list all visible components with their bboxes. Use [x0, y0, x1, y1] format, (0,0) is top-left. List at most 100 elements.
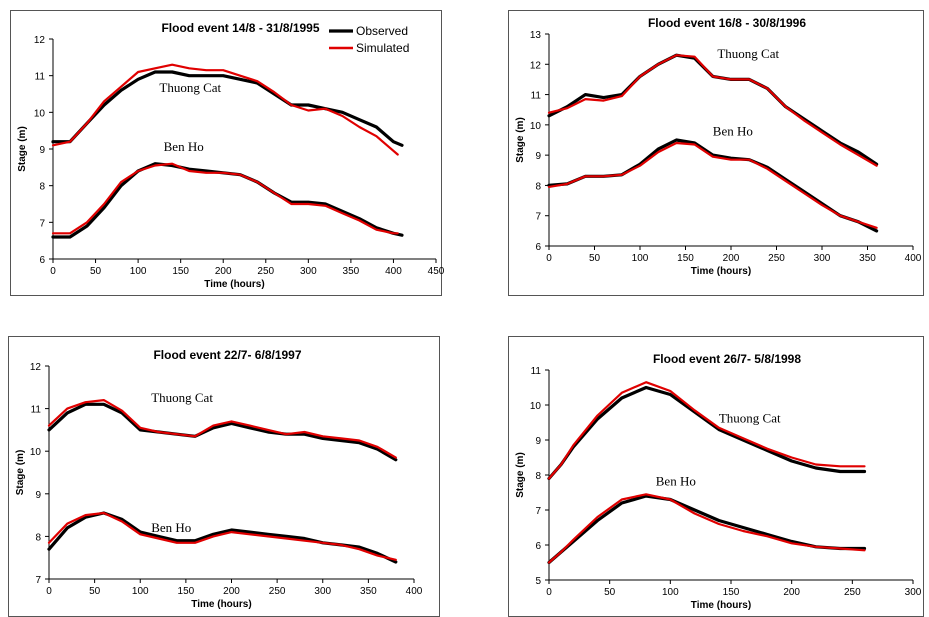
- x-tick-label: 200: [215, 266, 232, 277]
- chart-title: Flood event 16/8 - 30/8/1996: [648, 16, 806, 30]
- observed-line-ben-ho: [547, 494, 867, 565]
- legend-label: Observed: [356, 24, 408, 38]
- x-tick-label: 0: [46, 586, 52, 597]
- x-tick-label: 300: [314, 586, 331, 597]
- legend-label: Simulated: [356, 41, 409, 55]
- simulated-line-thuong-cat: [51, 63, 399, 156]
- simulated-line-thuong-cat: [47, 398, 397, 459]
- x-tick-label: 50: [604, 587, 616, 598]
- chart-panel-1995: Flood event 14/8 - 31/8/1995 6 7 8 9 10 11 12 0 5…: [10, 10, 445, 296]
- chart-svg: Flood event 14/8 - 31/8/1995 6 7 8 9 10 11 12 0 5…: [17, 21, 445, 290]
- simulated-line-ben-ho: [547, 141, 878, 229]
- x-tick-label: 50: [89, 586, 101, 597]
- y-tick-label: 10: [530, 121, 542, 132]
- chart-svg: Flood event 22/7- 6/8/1997 7 8 9 10 11 12 0 50 10…: [15, 348, 423, 610]
- y-tick-label: 13: [530, 30, 542, 41]
- station-label: Ben Ho: [713, 123, 753, 138]
- station-label: Thuong Cat: [151, 390, 213, 405]
- y-tick-label: 12: [30, 362, 42, 373]
- chart-title: Flood event 26/7- 5/8/1998: [653, 352, 801, 366]
- station-label: Thuong Cat: [719, 411, 781, 426]
- observed-line-thuong-cat: [47, 402, 398, 462]
- x-tick-label: 350: [859, 253, 876, 264]
- y-tick-label: 9: [39, 145, 45, 156]
- y-tick-label: 11: [531, 91, 542, 102]
- chart-panel-1997: Flood event 22/7- 6/8/1997 7 8 9 10 11 12 0 50 10…: [8, 336, 440, 617]
- y-tick-label: 10: [30, 447, 42, 458]
- station-label: Thuong Cat: [159, 80, 221, 95]
- x-tick-label: 50: [90, 266, 102, 277]
- chart-svg: Flood event 16/8 - 30/8/1996 6 7 8 9 10 11 12 13…: [515, 16, 922, 277]
- x-tick-label: 150: [677, 253, 694, 264]
- x-tick-label: 200: [723, 253, 740, 264]
- x-tick-label: 100: [130, 266, 147, 277]
- y-tick-label: 11: [31, 405, 42, 416]
- x-tick-label: 300: [300, 266, 317, 277]
- x-tick-label: 200: [783, 587, 800, 598]
- x-tick-label: 150: [172, 266, 189, 277]
- y-tick-label: 11: [531, 366, 542, 377]
- y-tick-label: 7: [39, 218, 45, 229]
- chart-panel-1996: Flood event 16/8 - 30/8/1996 6 7 8 9 10 11 12 13…: [508, 10, 924, 296]
- x-tick-label: 200: [223, 586, 240, 597]
- station-label: Ben Ho: [151, 520, 191, 535]
- x-axis-label: Time (hours): [204, 279, 264, 290]
- observed-line-thuong-cat: [547, 385, 867, 481]
- y-tick-label: 6: [535, 242, 541, 253]
- x-tick-label: 350: [343, 266, 360, 277]
- observed-line-ben-ho: [47, 511, 398, 564]
- observed-line-thuong-cat: [547, 53, 879, 166]
- x-tick-label: 400: [406, 586, 423, 597]
- x-axis-label: Time (hours): [191, 599, 251, 610]
- y-tick-label: 9: [35, 490, 41, 501]
- y-tick-label: 6: [535, 541, 541, 552]
- y-tick-label: 10: [530, 401, 542, 412]
- y-tick-label: 9: [535, 151, 541, 162]
- y-tick-label: 8: [535, 181, 541, 192]
- station-label: Ben Ho: [164, 139, 204, 154]
- x-tick-label: 400: [905, 253, 922, 264]
- y-tick-label: 8: [35, 532, 41, 543]
- x-tick-label: 400: [385, 266, 402, 277]
- chart-panel-1998: Flood event 26/7- 5/8/1998 5 6 7 8 9 10 11 0 50 10…: [508, 336, 924, 617]
- y-axis-label: Stage (m): [515, 452, 526, 498]
- simulated-line-ben-ho: [47, 511, 397, 561]
- simulated-line-ben-ho: [547, 493, 866, 564]
- x-tick-label: 150: [723, 587, 740, 598]
- x-tick-label: 0: [50, 266, 56, 277]
- simulated-line-thuong-cat: [547, 54, 878, 167]
- observed-line-ben-ho: [51, 162, 404, 239]
- x-tick-label: 50: [589, 253, 601, 264]
- y-axis-label: Stage (m): [17, 126, 28, 172]
- y-tick-label: 11: [35, 72, 46, 83]
- y-tick-label: 5: [535, 576, 541, 587]
- x-tick-label: 100: [662, 587, 679, 598]
- x-tick-label: 250: [768, 253, 785, 264]
- y-tick-label: 9: [535, 436, 541, 447]
- y-axis-label: Stage (m): [15, 450, 26, 496]
- y-tick-label: 7: [535, 506, 541, 517]
- y-tick-label: 8: [39, 182, 45, 193]
- y-tick-label: 7: [535, 212, 541, 223]
- x-tick-label: 0: [546, 587, 552, 598]
- x-tick-label: 350: [360, 586, 377, 597]
- y-tick-label: 10: [34, 108, 46, 119]
- x-tick-label: 0: [546, 253, 552, 264]
- x-tick-label: 100: [132, 586, 149, 597]
- y-tick-label: 7: [35, 575, 41, 586]
- x-axis-label: Time (hours): [691, 266, 751, 277]
- x-axis-label: Time (hours): [691, 600, 751, 611]
- y-tick-label: 8: [535, 471, 541, 482]
- x-tick-label: 300: [814, 253, 831, 264]
- simulated-line-ben-ho: [51, 162, 399, 235]
- simulated-line-thuong-cat: [547, 381, 866, 480]
- x-tick-label: 250: [257, 266, 274, 277]
- y-axis-label: Stage (m): [515, 117, 526, 163]
- y-tick-label: 12: [530, 60, 542, 71]
- observed-line-thuong-cat: [51, 70, 404, 147]
- chart-svg: Flood event 26/7- 5/8/1998 5 6 7 8 9 10 11 0 50 10…: [515, 352, 922, 611]
- chart-title: Flood event 22/7- 6/8/1997: [153, 348, 301, 362]
- x-tick-label: 150: [178, 586, 195, 597]
- x-tick-label: 300: [905, 587, 922, 598]
- chart-title: Flood event 14/8 - 31/8/1995: [161, 21, 319, 35]
